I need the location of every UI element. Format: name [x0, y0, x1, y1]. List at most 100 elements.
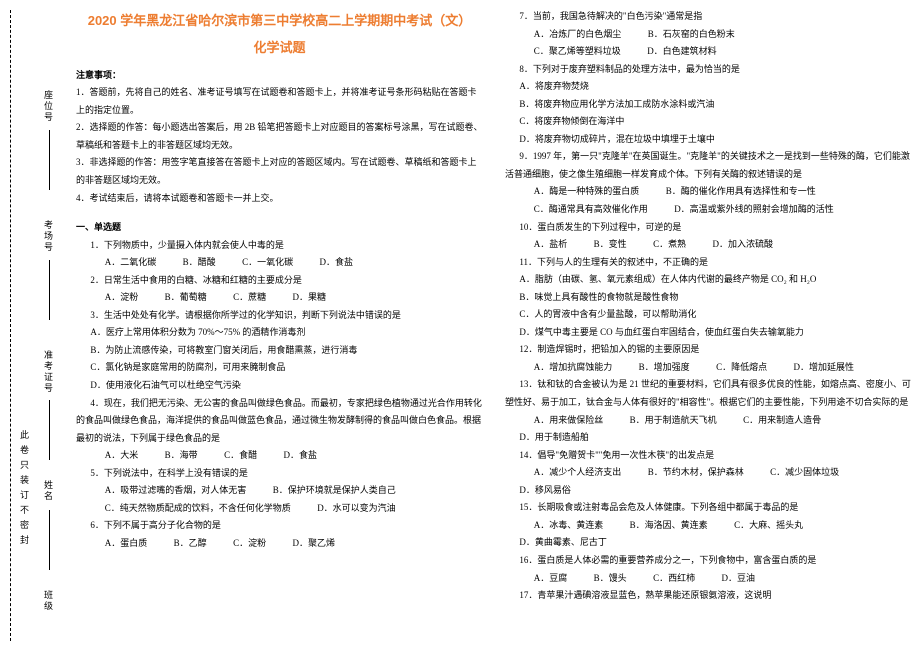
question-text: 12．制造焊锡时，把铅加入的锡的主要原因是	[505, 341, 912, 359]
question-options: A．二氧化碳B．醋酸C．一氧化碳D．食盐	[76, 254, 483, 272]
exam-title: 2020 学年黑龙江省哈尔滨市第三中学校高二上学期期中考试（文）	[76, 8, 483, 33]
option: D．使用液化石油气可以杜绝空气污染	[76, 377, 483, 395]
option: B．馒头	[579, 570, 626, 588]
section-header: 一、单选题	[76, 219, 483, 237]
option: A．用来做保险丝	[519, 412, 603, 430]
question-text: 4．现在，我们把无污染、无公害的食品叫做绿色食品。而最初，专家把绿色植物通过光合…	[76, 395, 483, 448]
vlabel-seat: 座位号	[42, 90, 55, 123]
vertical-label-strip: 座位号 考场号 准考证号 姓名 班级 此卷只装订不密封	[0, 0, 68, 651]
question-text: 17．青苹果汁遇碘溶液显蓝色，熟苹果能还原银氨溶液，这说明	[505, 587, 912, 605]
option: A．冶炼厂的白色烟尘	[519, 26, 621, 44]
option: A．冰毒、黄连素	[519, 517, 603, 535]
option: B．海洛因、黄连素	[615, 517, 707, 535]
option: C．大麻、摇头丸	[720, 517, 803, 535]
option: C．将废弃物倾倒在海洋中	[505, 113, 912, 131]
option: D．用于制造船舶	[505, 429, 589, 447]
right-column: 7．当前，我国急待解决的"白色污染"通常是指A．冶炼厂的白色烟尘 B．石灰窑的白色…	[505, 8, 912, 605]
right-questions: 7．当前，我国急待解决的"白色污染"通常是指A．冶炼厂的白色烟尘 B．石灰窑的白色…	[505, 8, 912, 605]
seal-notice: 此卷只装订不密封	[18, 430, 31, 550]
question-text: 1．下列物质中，少量摄入体内就会使人中毒的是	[76, 237, 483, 255]
question-options: A．蛋白质 B．乙醇 C．淀粉 D．聚乙烯	[76, 535, 483, 553]
option: A．医疗上常用体积分数为 70%～75% 的酒精作消毒剂	[76, 324, 483, 342]
question-text: 7．当前，我国急待解决的"白色污染"通常是指	[505, 8, 912, 26]
question-options: C．聚乙烯等塑料垃圾 D．白色建筑材料	[505, 43, 912, 61]
option: D．加入浓硫酸	[698, 236, 773, 254]
question-options: A．大米B．海带C．食醋D．食盐	[76, 447, 483, 465]
option: D．聚乙烯	[278, 535, 335, 553]
vlabel-line	[49, 510, 50, 570]
option: B．酶的催化作用具有选择性和专一性	[651, 183, 815, 201]
option: B．乙醇	[159, 535, 206, 553]
exam-subtitle: 化学试题	[76, 35, 483, 60]
option: B．石灰窑的白色粉末	[633, 26, 734, 44]
option: D．食盐	[269, 447, 317, 465]
option: B．节约木材，保护森林	[633, 464, 743, 482]
option: D．果糖	[278, 289, 326, 307]
option: A．淀粉	[90, 289, 138, 307]
question-text: 5．下列说法中，在科学上没有错误的是	[76, 465, 483, 483]
option: C．淀粉	[219, 535, 266, 553]
question-options: A．增加抗腐蚀能力 B．增加强度 C．降低熔点 D．增加延展性	[505, 359, 912, 377]
question-options: A．酶是一种特殊的蛋白质 B．酶的催化作用具有选择性和专一性	[505, 183, 912, 201]
option: B．味觉上具有酸性的食物就是酸性食物	[505, 289, 912, 307]
option: D．高温或紫外线的照射会增加酶的活性	[660, 201, 834, 219]
option: D．水可以变为汽油	[303, 500, 396, 518]
question-text: 11．下列与人的生理有关的叙述中，不正确的是	[505, 254, 912, 272]
option: D．将废弃物切成碎片，混在垃圾中填埋于土壤中	[505, 131, 912, 149]
option: D．豆油	[707, 570, 755, 588]
question-options: A．冶炼厂的白色烟尘 B．石灰窑的白色粉末	[505, 26, 912, 44]
question-text: 9．1997 年，第一只"克隆羊"在英国诞生。"克隆羊"的关键技术之一是找到一些…	[505, 148, 912, 183]
question-text: 6．下列不属于高分子化合物的是	[76, 517, 483, 535]
notice-item: 3．非选择题的作答：用签字笔直接答在答题卡上对应的答题区域内。写在试题卷、草稿纸…	[76, 154, 483, 189]
option: A．酶是一种特殊的蛋白质	[519, 183, 639, 201]
option: C．人的胃液中含有少量盐酸，可以帮助消化	[505, 306, 912, 324]
question-options: A．淀粉 B．葡萄糖 C．蔗糖 D．果糖	[76, 289, 483, 307]
left-column: 2020 学年黑龙江省哈尔滨市第三中学校高二上学期期中考试（文） 化学试题 注意…	[76, 8, 483, 605]
question-text: 8．下列对于废弃塑料制品的处理方法中，最为恰当的是	[505, 61, 912, 79]
option: D．增加延展性	[779, 359, 854, 377]
vlabel-name: 姓名	[42, 480, 55, 502]
question-options: A．用来做保险丝 B．用于制造航天飞机 C．用来制造人造骨 D．用于制造船舶	[505, 412, 912, 447]
option: A．将废弃物焚烧	[505, 78, 912, 96]
option: A．增加抗腐蚀能力	[519, 359, 612, 377]
option: C．用来制造人造骨	[729, 412, 821, 430]
option: C．降低熔点	[702, 359, 767, 377]
option: A．减少个人经济支出	[519, 464, 621, 482]
notice-item: 2．选择题的作答：每小题选出答案后，用 2B 铅笔把答题卡上对应题目的答案标号涂…	[76, 119, 483, 154]
question-text: 14．倡导"免赠贺卡""免用一次性木筷"的出发点是	[505, 447, 912, 465]
option: D．食盐	[305, 254, 353, 272]
question-options: A．盐析B．变性C．煮熟D．加入浓硫酸	[505, 236, 912, 254]
option: B．用于制造航天飞机	[615, 412, 716, 430]
option: C．氯化钠是家庭常用的防腐剂，可用来腌制食品	[76, 359, 483, 377]
notice-header: 注意事项：	[76, 67, 483, 85]
option: C．聚乙烯等塑料垃圾	[519, 43, 620, 61]
vlabel-class: 班级	[42, 590, 55, 612]
question-options: A．减少个人经济支出B．节约木材，保护森林C．减少固体垃圾D．移风易俗	[505, 464, 912, 499]
option: C．西红柿	[639, 570, 695, 588]
vlabel-line	[49, 130, 50, 190]
question-text: 16．蛋白质是人体必需的重要营养成分之一，下列食物中，富含蛋白质的是	[505, 552, 912, 570]
notice-item: 1．答题前，先将自己的姓名、准考证号填写在试题卷和答题卡上，并将准考证号条形码粘…	[76, 84, 483, 119]
option: D．白色建筑材料	[633, 43, 717, 61]
spacer	[76, 207, 483, 215]
option: B．葡萄糖	[150, 289, 206, 307]
option: C．煮熟	[639, 236, 686, 254]
option: B．海带	[150, 447, 197, 465]
question-text: 15．长期吸食或注射毒品会危及人体健康。下列各组中都属于毒品的是	[505, 499, 912, 517]
page-content: 2020 学年黑龙江省哈尔滨市第三中学校高二上学期期中考试（文） 化学试题 注意…	[76, 8, 912, 605]
option: C．蔗糖	[219, 289, 266, 307]
option: A．脂肪（由碳、氢、氧元素组成）在人体内代谢的最终产物是 CO₂ 和 H₂O	[505, 271, 912, 289]
vlabel-line	[49, 400, 50, 460]
option: B．将废弃物应用化学方法加工成防水涂料或汽油	[505, 96, 912, 114]
option: B．增加强度	[624, 359, 689, 377]
option: C．酶通常具有高效催化作用	[519, 201, 647, 219]
option: A．吸带过滤嘴的香烟，对人体无害	[90, 482, 246, 500]
option: D．煤气中毒主要是 CO 与血红蛋白牢固结合，使血红蛋白失去输氧能力	[505, 324, 912, 342]
option: C．一氧化碳	[228, 254, 293, 272]
option: A．蛋白质	[90, 535, 147, 553]
option: A．二氧化碳	[90, 254, 156, 272]
question-text: 13．钛和钛的合金被认为是 21 世纪的重要材料，它们具有很多优良的性能，如熔点…	[505, 376, 912, 411]
option: B．保护环境就是保护人类自己	[258, 482, 395, 500]
option: B．变性	[579, 236, 626, 254]
question-text: 10．蛋白质发生的下列过程中，可逆的是	[505, 219, 912, 237]
